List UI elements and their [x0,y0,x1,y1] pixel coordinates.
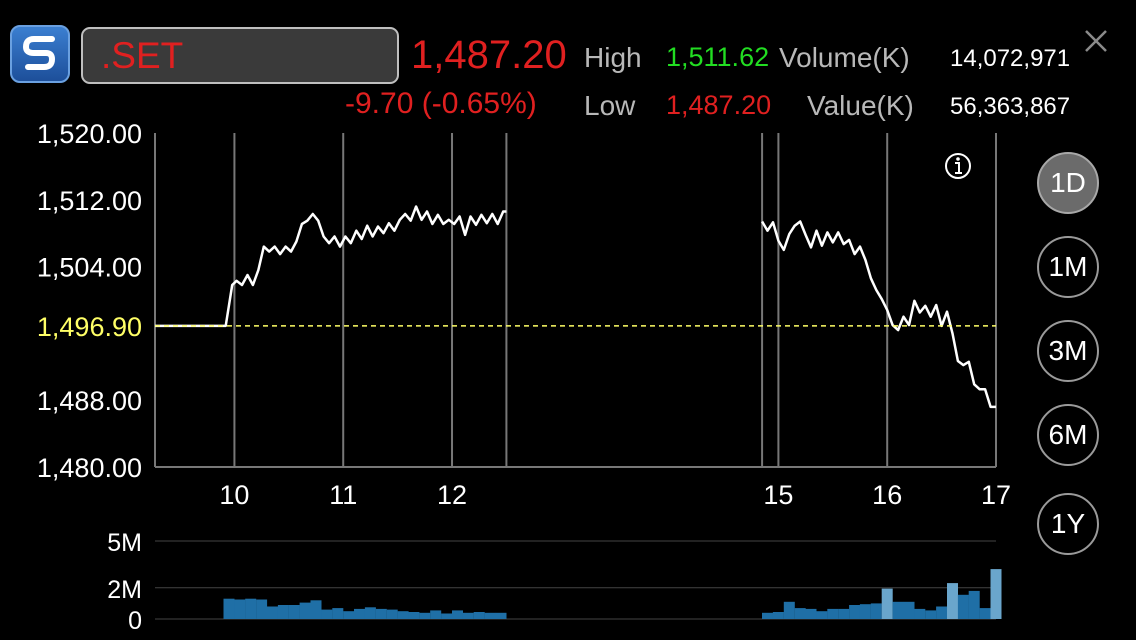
volume-bar [397,611,409,619]
symbol-input[interactable]: .SET [81,27,399,84]
volume-bar [979,608,991,619]
volume-bar [914,608,926,619]
volume-tick-label: 0 [128,607,142,635]
volume-bar [364,607,376,619]
volume-bar [947,583,958,619]
price-chart-grid [154,133,997,468]
volume-bar [903,601,915,619]
price-series-line [155,205,507,328]
period-button-1y[interactable]: 1Y [1037,493,1099,555]
volume-bar [321,609,333,619]
high-label: High [584,42,642,73]
volume-bar [473,612,485,619]
price-series-line [761,220,996,409]
price-y-axis: 1,520.00 1,512.00 1,504.00 1,488.00 1,480.00… [37,119,142,483]
volume-bar [419,612,431,619]
y-tick-label: 1,504.00 [37,253,142,283]
volume-tick-label: 2M [107,576,142,604]
volume-y-axis: 5M 2M 0 [107,529,142,635]
volume-bar [299,602,311,619]
volume-bar [256,599,268,619]
volume-value: 14,072,971 [950,45,1071,72]
volume-bar [354,608,365,619]
x-tick-label: 15 [763,480,793,510]
last-price: 1,487.20 [411,33,567,77]
reference-label: 1,496.90 [37,312,142,342]
volume-bar [925,610,937,619]
app-logo-icon[interactable] [10,25,70,83]
period-button-1m[interactable]: 1M [1037,236,1099,298]
volume-bar [783,601,795,619]
volume-bar [234,599,246,619]
volume-bar [772,612,784,619]
volume-bar [408,612,420,619]
low-label: Low [584,90,636,121]
volume-bar [870,603,882,619]
volume-bar [375,608,387,619]
y-tick-label: 1,488.00 [37,386,142,416]
time-x-axis: 10 11 12 15 16 17 [219,480,1011,510]
price-change: -9.70 (-0.65%) [345,87,537,120]
volume-bar [816,611,828,619]
volume-bar [495,612,507,619]
period-button-1d[interactable]: 1D [1037,152,1099,214]
x-tick-label: 17 [981,480,1011,510]
volume-bar [277,605,289,619]
volume-bar [332,608,344,619]
volume-bar [430,610,442,619]
volume-bar [343,611,355,619]
x-tick-label: 12 [437,480,467,510]
price-line [155,205,996,409]
y-tick-label: 1,480.00 [37,453,142,483]
volume-bar [968,590,980,619]
volume-bar [452,610,463,619]
volume-bar [936,606,948,619]
volume-bar [990,569,1002,619]
volume-bar [267,606,278,619]
volume-bar [957,594,969,619]
x-tick-label: 10 [219,480,249,510]
volume-bar [892,601,904,619]
volume-bar [849,605,861,619]
volume-bar [794,608,806,619]
volume-bar [386,609,398,619]
volume-bar [838,608,850,619]
x-tick-label: 16 [872,480,902,510]
y-tick-label: 1,520.00 [37,119,142,149]
volume-bar [484,612,496,619]
high-value: 1,511.62 [666,42,770,72]
volume-bar [223,598,235,619]
close-icon[interactable] [1083,28,1109,54]
volume-tick-label: 5M [107,529,142,557]
period-button-6m[interactable]: 6M [1037,404,1099,466]
info-icon[interactable] [945,153,971,179]
x-tick-label: 11 [329,480,357,510]
volume-bar [881,588,893,619]
value-label: Value(K) [807,90,914,121]
volume-bar [859,604,871,619]
volume-bar [288,605,300,619]
volume-bar [245,598,257,619]
period-button-3m[interactable]: 3M [1037,320,1099,382]
y-tick-label: 1,512.00 [37,186,142,216]
symbol-text: .SET [101,35,184,76]
volume-bar [827,608,839,619]
value-value: 56,363,867 [950,93,1071,120]
volume-bar [462,612,474,619]
volume-bar [310,600,322,619]
volume-chart [223,569,1002,619]
volume-bar [762,612,773,619]
low-value: 1,487.20 [666,90,772,120]
volume-bar [805,608,817,619]
volume-bar [441,613,453,619]
volume-label: Volume(K) [779,42,910,73]
